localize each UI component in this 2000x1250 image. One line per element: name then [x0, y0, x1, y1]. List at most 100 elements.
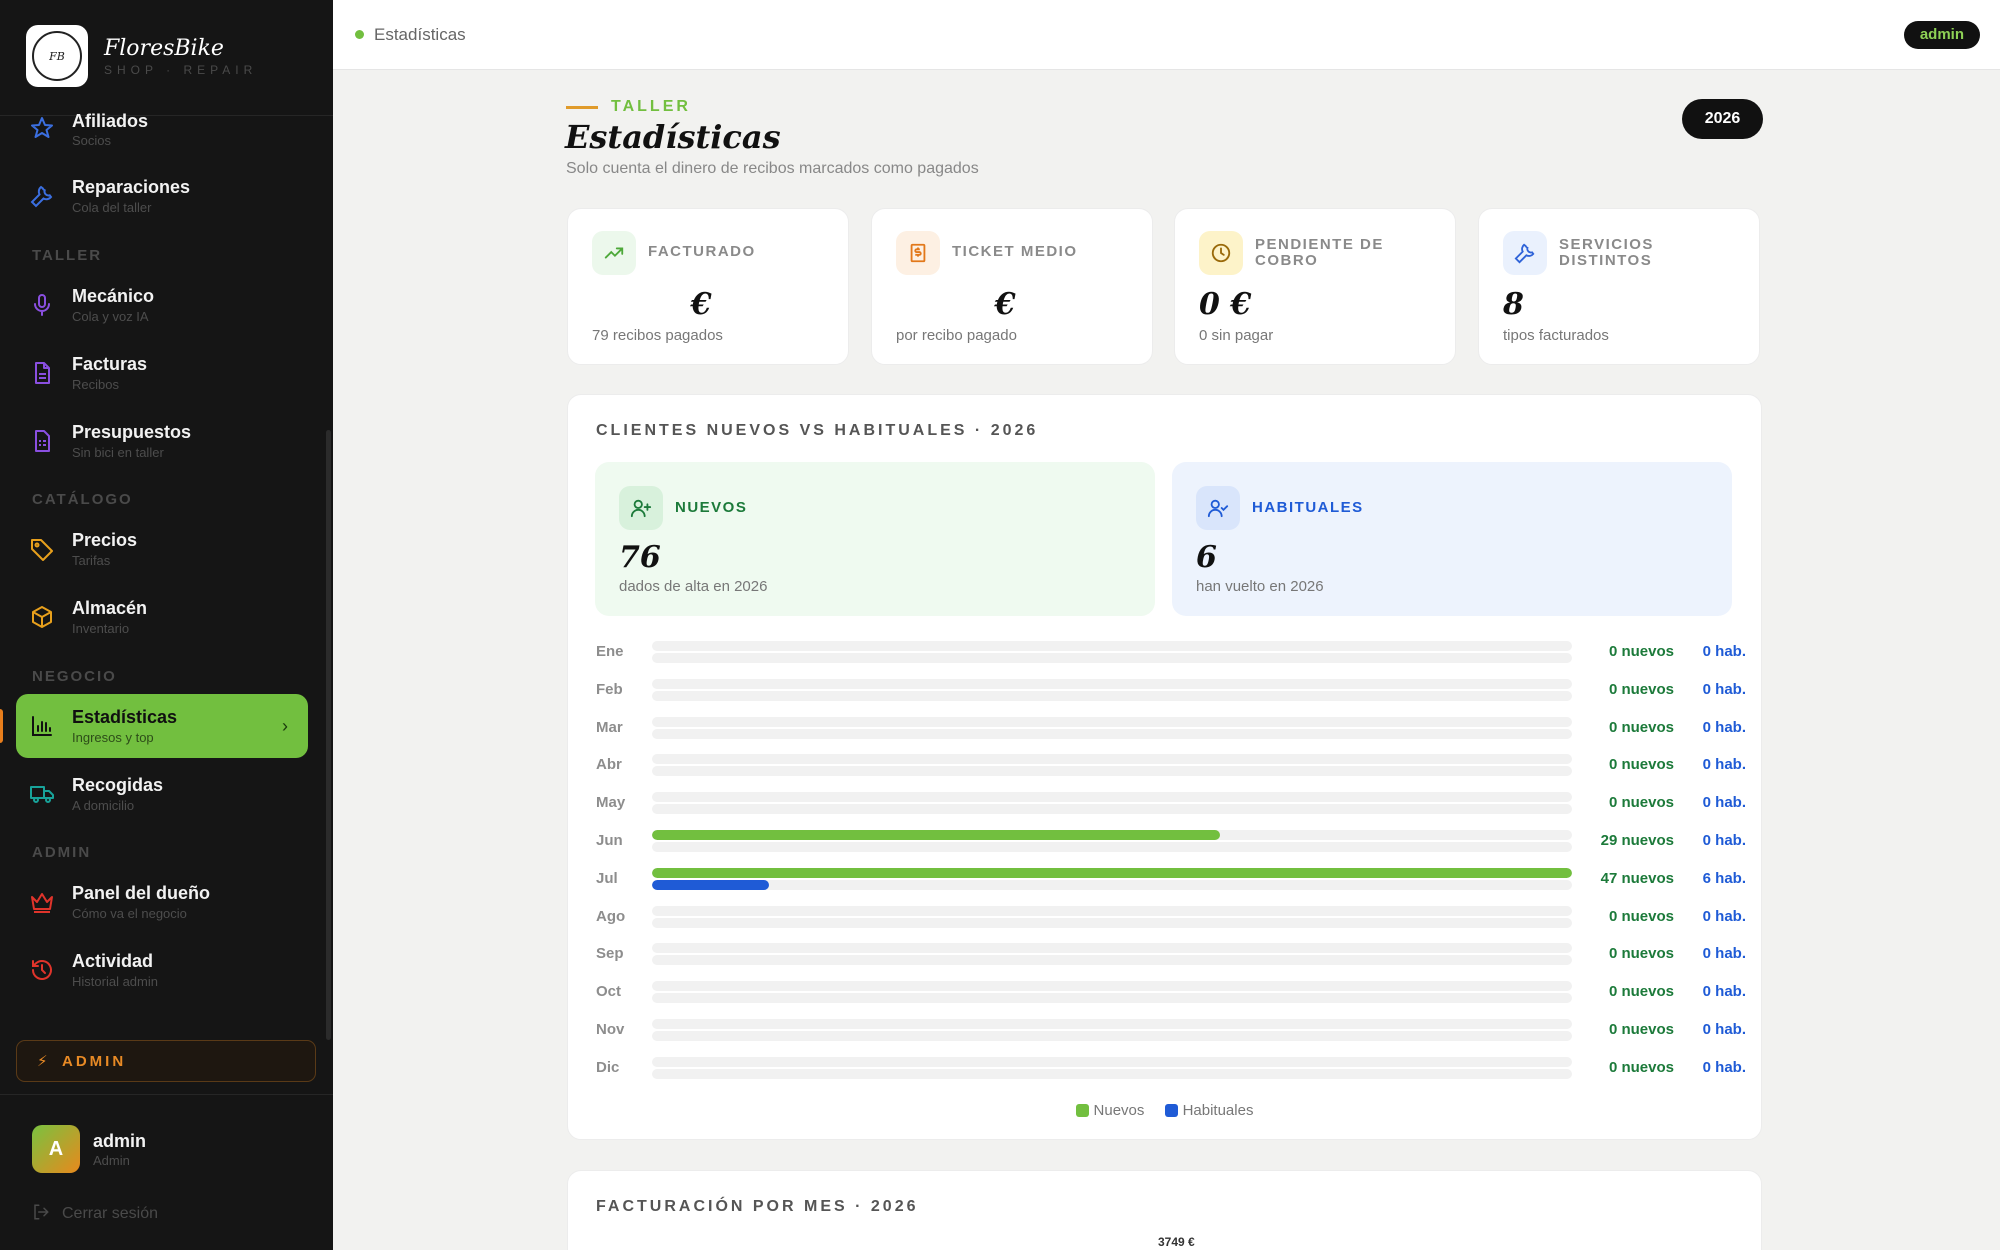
- habituales-card: HABITUALES 6 han vuelto en 2026: [1172, 462, 1732, 616]
- hab-count-label: 6 hab.: [1702, 869, 1746, 887]
- hab-count-label: 0 hab.: [1702, 643, 1746, 660]
- sidebar-item-label: Mecánico: [72, 286, 155, 306]
- sidebar-item-facturas[interactable]: Facturas Recibos: [16, 341, 308, 405]
- bar-track-habituales: [652, 804, 1572, 815]
- habituales-label: HABITUALES: [1252, 499, 1364, 516]
- avatar[interactable]: A: [32, 1125, 80, 1173]
- truck-icon: [30, 786, 54, 803]
- kpi-value: 8: [1503, 287, 1524, 322]
- kpi-label: FACTURADO: [648, 243, 756, 260]
- month-label: Mar: [596, 718, 623, 736]
- sidebar-item-actividad[interactable]: Actividad Historial admin: [16, 938, 308, 1002]
- month-label: May: [596, 794, 626, 812]
- section-taller: TALLER: [32, 247, 103, 264]
- sidebar-item-sub: Ingresos y top: [72, 730, 154, 745]
- kpi-value: €: [994, 287, 1016, 322]
- bar-track-nuevos: [652, 981, 1572, 992]
- trend-up-icon: [592, 231, 636, 275]
- kpi-card-ticket-medio: TICKET MEDIO € por recibo pagado: [871, 208, 1153, 365]
- sidebar-item-label: Recogidas: [72, 775, 164, 795]
- bar-track-nuevos: [652, 867, 1572, 878]
- page-kicker: TALLER: [611, 98, 691, 115]
- hab-count-label: 0 hab.: [1702, 832, 1746, 849]
- sidebar-item-sub: Tarifas: [72, 553, 111, 568]
- chart-row: Sep 0 nuevos 0 hab.: [596, 942, 1746, 978]
- user-role: Admin: [93, 1153, 130, 1168]
- page-description: Solo cuenta el dinero de recibos marcado…: [566, 160, 979, 177]
- brand-subtitle: SHOP · REPAIR: [104, 63, 258, 77]
- sidebar-scrollbar[interactable]: [326, 430, 331, 1040]
- sidebar-item-presupuestos[interactable]: Presupuestos Sin bici en taller: [16, 409, 308, 473]
- bar-track-habituales: [652, 653, 1572, 663]
- sidebar-item-estadisticas[interactable]: Estadísticas Ingresos y top ›: [16, 694, 308, 758]
- nuevos-label: NUEVOS: [675, 499, 748, 516]
- sidebar-item-label: Precios: [72, 530, 138, 550]
- topbar: Estadísticas admin: [333, 0, 2000, 70]
- revenue-peak-label: 3749 €: [1158, 1235, 1195, 1249]
- invoice-icon: [35, 362, 50, 384]
- legend-item-habituales: Habituales: [1164, 1102, 1253, 1119]
- sidebar-item-label: Almacén: [72, 598, 148, 618]
- brand-logo[interactable]: FB: [26, 25, 88, 87]
- sidebar-item-precios[interactable]: Precios Tarifas: [16, 517, 308, 581]
- kpi-note: tipos facturados: [1503, 327, 1609, 344]
- bar-track-nuevos: [652, 1019, 1572, 1029]
- sidebar-item-label: Facturas: [72, 354, 148, 374]
- chart-row: Mar 0 nuevos 0 hab.: [596, 716, 1746, 752]
- logout-button[interactable]: Cerrar sesión: [32, 1203, 158, 1223]
- month-label: Feb: [596, 680, 623, 698]
- month-label: Dic: [596, 1058, 620, 1076]
- sidebar-item-label: Actividad: [72, 951, 154, 971]
- month-label: Sep: [596, 945, 624, 963]
- sidebar-item-sub: Cómo va el negocio: [72, 906, 187, 921]
- user-plus-icon: [619, 486, 663, 530]
- chart-row: Dic 0 nuevos 0 hab.: [596, 1056, 1746, 1092]
- mic-icon: [34, 294, 50, 316]
- chart-row: May 0 nuevos 0 hab.: [596, 791, 1746, 827]
- habituales-value: 6: [1196, 540, 1217, 575]
- bar-track-nuevos: [652, 943, 1572, 954]
- sidebar-item-mecanico[interactable]: Mecánico Cola y voz IA: [16, 273, 308, 337]
- bar-track-nuevos: [652, 1056, 1572, 1067]
- year-selector[interactable]: 2026: [1682, 99, 1763, 139]
- sidebar-item-reparaciones[interactable]: Reparaciones Cola del taller: [16, 164, 308, 228]
- chart-row: Oct 0 nuevos 0 hab.: [596, 980, 1746, 1016]
- sidebar-item-afiliados[interactable]: Afiliados Socios: [16, 104, 308, 168]
- logo-badge-icon: FB: [32, 31, 82, 81]
- box-icon: [32, 606, 52, 628]
- new-count-label: 29 nuevos: [1600, 832, 1674, 849]
- sidebar-item-sub: Inventario: [72, 621, 130, 636]
- legend-swatch: [1075, 1104, 1089, 1117]
- clock-icon: [1199, 231, 1243, 275]
- bar-track-nuevos: [652, 641, 1572, 651]
- bar-track-habituales: [652, 842, 1572, 852]
- sidebar-item-panel[interactable]: Panel del dueño Cómo va el negocio: [16, 870, 308, 934]
- bar-track-nuevos: [652, 792, 1572, 803]
- revenue-panel: FACTURACIÓN POR MES · 2026 3749 €: [567, 1170, 1762, 1250]
- sidebar-item-almacen[interactable]: Almacén Inventario: [16, 585, 308, 649]
- bar-track-nuevos: [652, 716, 1572, 727]
- sidebar-item-sub: Sin bici en taller: [72, 445, 164, 460]
- bar-track-habituales: [652, 728, 1572, 739]
- status-dot: [355, 30, 364, 39]
- sidebar-item-recogidas[interactable]: Recogidas A domicilio: [16, 762, 308, 826]
- hab-count-label: 0 hab.: [1702, 794, 1746, 812]
- logout-label: Cerrar sesión: [62, 1205, 159, 1222]
- sidebar-item-label: Reparaciones: [72, 177, 191, 197]
- hab-count-label: 0 hab.: [1702, 945, 1746, 963]
- sidebar-item-label: Afiliados: [72, 111, 149, 131]
- kpi-label: TICKET MEDIO: [952, 243, 1078, 260]
- bar-nuevos: [652, 830, 1220, 840]
- bar-track-nuevos: [652, 678, 1572, 689]
- kpi-label: SERVICIOS DISTINTOS: [1559, 236, 1654, 269]
- nuevos-value: 76: [619, 540, 661, 575]
- user-pill[interactable]: admin: [1903, 21, 1980, 49]
- hab-count-label: 0 hab.: [1702, 718, 1746, 736]
- hab-count-label: 0 hab.: [1702, 907, 1746, 925]
- sidebar-item-label: Panel del dueño: [72, 883, 211, 903]
- new-count-label: 0 nuevos: [1608, 1021, 1674, 1038]
- kpi-note: 79 recibos pagados: [592, 327, 723, 344]
- kpi-card-facturado: FACTURADO € 79 recibos pagados: [567, 208, 849, 365]
- budget-icon: [35, 430, 50, 452]
- new-count-label: 0 nuevos: [1608, 907, 1674, 925]
